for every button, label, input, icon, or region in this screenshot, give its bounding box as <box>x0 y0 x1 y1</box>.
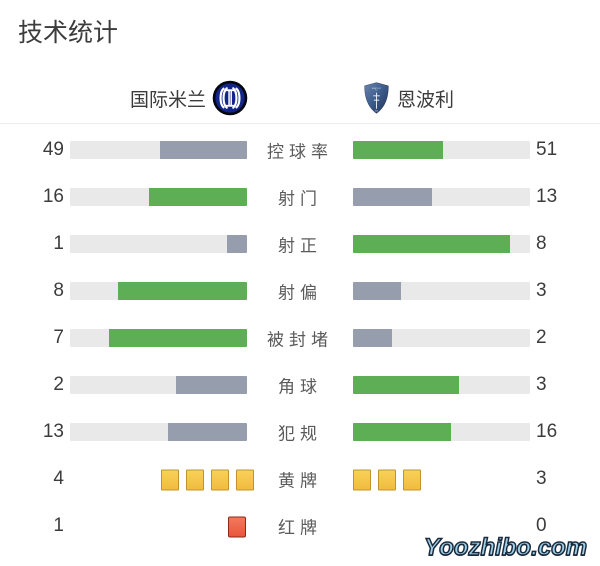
svg-text:EMPOLI: EMPOLI <box>372 88 381 90</box>
